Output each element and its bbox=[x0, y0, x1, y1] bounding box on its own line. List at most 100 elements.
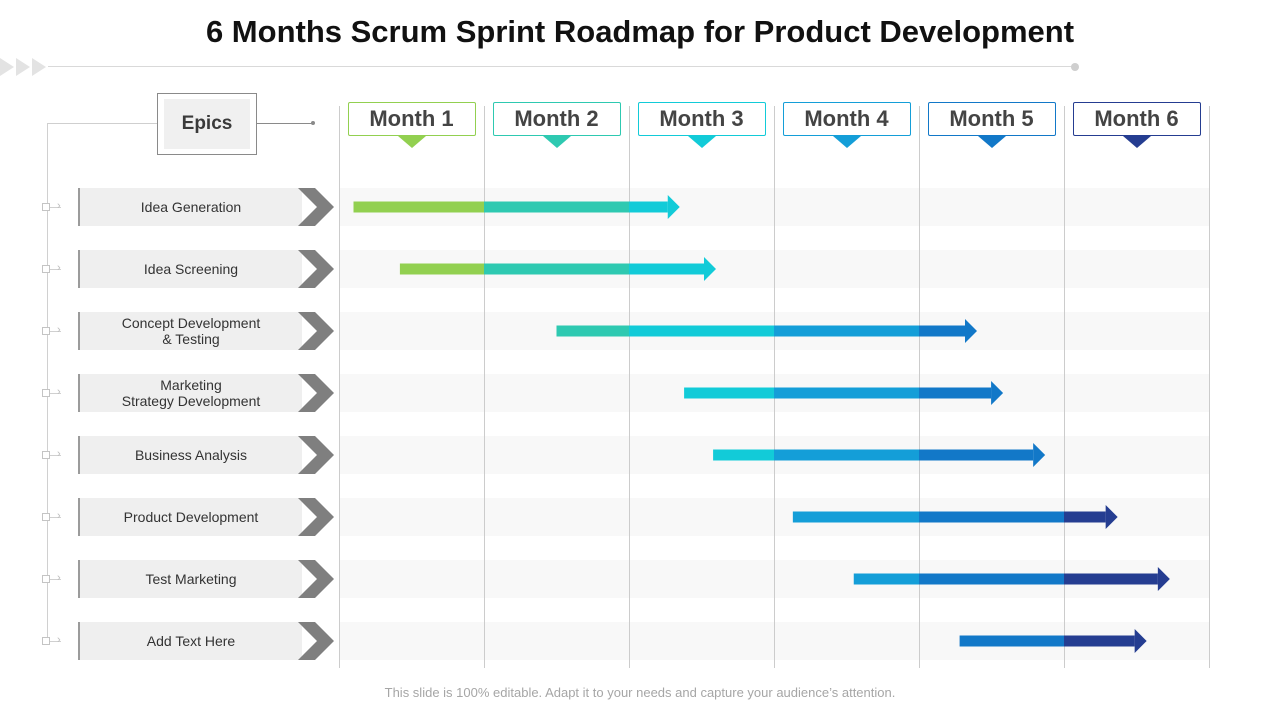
task-bar-segment bbox=[684, 387, 774, 399]
epic-chevron-icon bbox=[298, 560, 334, 598]
task-bar-segment bbox=[919, 449, 1034, 461]
task-bar bbox=[556, 319, 977, 343]
month-header-5: Month 5 bbox=[927, 102, 1056, 136]
month-gridline bbox=[629, 106, 630, 668]
epic-label: Marketing Strategy Development bbox=[78, 374, 302, 412]
epics-connector-dot bbox=[311, 121, 315, 125]
month-gridline bbox=[339, 106, 340, 668]
task-bar-segment bbox=[919, 573, 1064, 585]
task-bar-segment bbox=[1064, 511, 1106, 523]
task-bar-segment bbox=[853, 573, 919, 585]
row-chevron-icon: › bbox=[57, 572, 61, 584]
row-chevron-icon: › bbox=[57, 448, 61, 460]
task-bar-segment bbox=[556, 325, 629, 337]
epic-label: Idea Screening bbox=[78, 250, 302, 288]
month-header-pointer bbox=[832, 136, 861, 148]
task-bar-arrowhead bbox=[965, 319, 977, 343]
task-bar-arrowhead bbox=[1105, 505, 1118, 529]
epic-chevron-icon bbox=[298, 188, 334, 226]
row-connector-tick bbox=[47, 641, 61, 642]
row-connector-tick bbox=[47, 517, 61, 518]
row-marker-icon bbox=[42, 327, 50, 335]
month-header-6: Month 6 bbox=[1072, 102, 1201, 136]
task-bar-segment bbox=[353, 201, 484, 213]
month-header-2: Month 2 bbox=[492, 102, 621, 136]
left-connector-vertical bbox=[47, 123, 48, 638]
task-bar-segment bbox=[629, 325, 774, 337]
row-connector-tick bbox=[47, 579, 61, 580]
task-bar-segment bbox=[1064, 573, 1158, 585]
task-bar-arrowhead bbox=[1033, 443, 1046, 467]
month-header-4: Month 4 bbox=[782, 102, 911, 136]
decor-play-icon bbox=[16, 58, 30, 76]
row-connector-tick bbox=[47, 455, 61, 456]
row-chevron-icon: › bbox=[57, 262, 61, 274]
epic-chevron-icon bbox=[298, 374, 334, 412]
task-bar bbox=[713, 443, 1046, 467]
task-bar-arrowhead bbox=[704, 257, 716, 281]
row-marker-icon bbox=[42, 203, 50, 211]
title-divider-dot bbox=[1071, 63, 1079, 71]
task-bar-arrowhead bbox=[667, 195, 680, 219]
title-divider bbox=[48, 66, 1074, 67]
month-gridline bbox=[1209, 106, 1210, 668]
epic-chevron-icon bbox=[298, 250, 334, 288]
epic-label: Concept Development & Testing bbox=[78, 312, 302, 350]
row-marker-icon bbox=[42, 265, 50, 273]
month-header-pointer bbox=[687, 136, 716, 148]
row-marker-icon bbox=[42, 451, 50, 459]
task-bar-segment bbox=[629, 201, 668, 213]
task-bar-segment bbox=[919, 387, 992, 399]
task-bar-segment bbox=[399, 263, 484, 275]
task-bar-segment bbox=[774, 449, 919, 461]
epic-label: Business Analysis bbox=[78, 436, 302, 474]
row-chevron-icon: › bbox=[57, 200, 61, 212]
epic-label: Add Text Here bbox=[78, 622, 302, 660]
epic-chevron-icon bbox=[298, 498, 334, 536]
task-bar-arrowhead bbox=[991, 381, 1004, 405]
month-gridline bbox=[1064, 106, 1065, 668]
task-bar-segment bbox=[959, 635, 1064, 647]
epics-header-box: Epics bbox=[157, 93, 257, 155]
task-bar-segment bbox=[792, 511, 919, 523]
month-header-3: Month 3 bbox=[637, 102, 766, 136]
task-bar-segment bbox=[919, 325, 965, 337]
month-header-pointer bbox=[1122, 136, 1151, 148]
epic-label: Product Development bbox=[78, 498, 302, 536]
month-header-pointer bbox=[977, 136, 1006, 148]
task-bar bbox=[399, 257, 716, 281]
row-chevron-icon: › bbox=[57, 634, 61, 646]
epic-chevron-icon bbox=[298, 622, 334, 660]
task-bar-segment bbox=[919, 511, 1064, 523]
epics-header-label: Epics bbox=[164, 99, 250, 149]
task-bar bbox=[684, 381, 1004, 405]
task-bar-segment bbox=[713, 449, 774, 461]
task-bar bbox=[353, 195, 680, 219]
decor-play-icon bbox=[0, 58, 14, 76]
footer-note: This slide is 100% editable. Adapt it to… bbox=[384, 685, 896, 700]
task-bar-arrowhead bbox=[1134, 629, 1147, 653]
month-gridline bbox=[774, 106, 775, 668]
month-gridline bbox=[484, 106, 485, 668]
task-bar-segment bbox=[774, 325, 919, 337]
task-bar bbox=[959, 629, 1147, 653]
row-chevron-icon: › bbox=[57, 386, 61, 398]
task-bar-segment bbox=[484, 201, 629, 213]
epic-label: Test Marketing bbox=[78, 560, 302, 598]
epic-label: Idea Generation bbox=[78, 188, 302, 226]
row-marker-icon bbox=[42, 513, 50, 521]
task-bar-segment bbox=[774, 387, 919, 399]
task-bar-segment bbox=[484, 263, 629, 275]
row-marker-icon bbox=[42, 389, 50, 397]
decor-play-icon bbox=[32, 58, 46, 76]
month-header-1: Month 1 bbox=[347, 102, 476, 136]
row-connector-tick bbox=[47, 207, 61, 208]
task-bar bbox=[792, 505, 1118, 529]
row-chevron-icon: › bbox=[57, 324, 61, 336]
month-header-pointer bbox=[397, 136, 426, 148]
task-bar-segment bbox=[1064, 635, 1135, 647]
task-bar-segment bbox=[629, 263, 704, 275]
task-bar-arrowhead bbox=[1157, 567, 1170, 591]
epic-chevron-icon bbox=[298, 312, 334, 350]
